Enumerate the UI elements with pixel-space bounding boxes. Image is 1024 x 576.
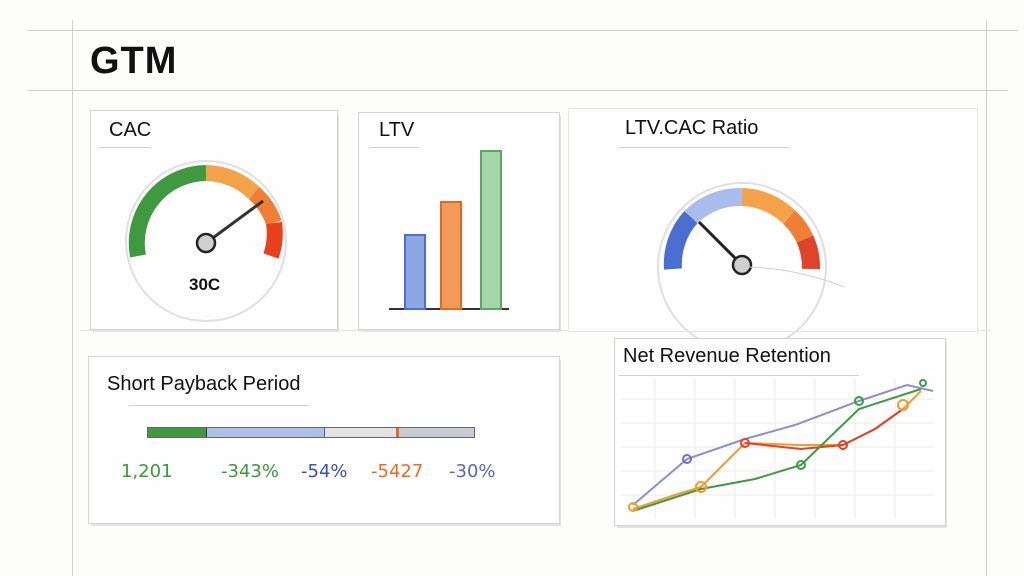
cac-gauge: [125, 160, 287, 322]
page-title: GTM: [90, 40, 178, 82]
cac-card: CAC 30C: [90, 110, 338, 330]
ltv-cac-card: LTV.CAC Ratio: [568, 108, 978, 352]
ltv-cac-title: LTV.CAC Ratio: [625, 117, 759, 139]
frame-line-left: [72, 20, 73, 576]
frame-line-header-bottom: [28, 90, 1008, 91]
payback-progress-bar[interactable]: [147, 427, 475, 438]
cac-value: 30C: [189, 275, 221, 294]
nrr-card: Net Revenue Retention: [614, 338, 946, 526]
short-payback-title: Short Payback Period: [107, 373, 301, 395]
payback-stat-2: -343%: [221, 461, 279, 482]
payback-stat-3: -54%: [301, 461, 348, 482]
nrr-title: Net Revenue Retention: [623, 345, 831, 367]
frame-line-top: [28, 30, 1018, 31]
frame-line-right: [986, 20, 987, 576]
ltv-cac-gauge: [657, 182, 845, 352]
payback-stat-5: -30%: [449, 461, 496, 482]
ltv-card: LTV: [358, 112, 560, 330]
ltv-title: LTV: [379, 119, 415, 141]
payback-stat-1: 1,201: [121, 461, 173, 482]
payback-stat-4: -5427: [371, 461, 424, 482]
short-payback-card: Short Payback Period 1,201 -343% -54% -5…: [88, 356, 560, 524]
cac-title: CAC: [109, 119, 152, 141]
ltv-bar-chart[interactable]: [359, 113, 559, 329]
frame-line-mid: [80, 330, 990, 331]
nrr-line-chart[interactable]: [615, 339, 945, 525]
